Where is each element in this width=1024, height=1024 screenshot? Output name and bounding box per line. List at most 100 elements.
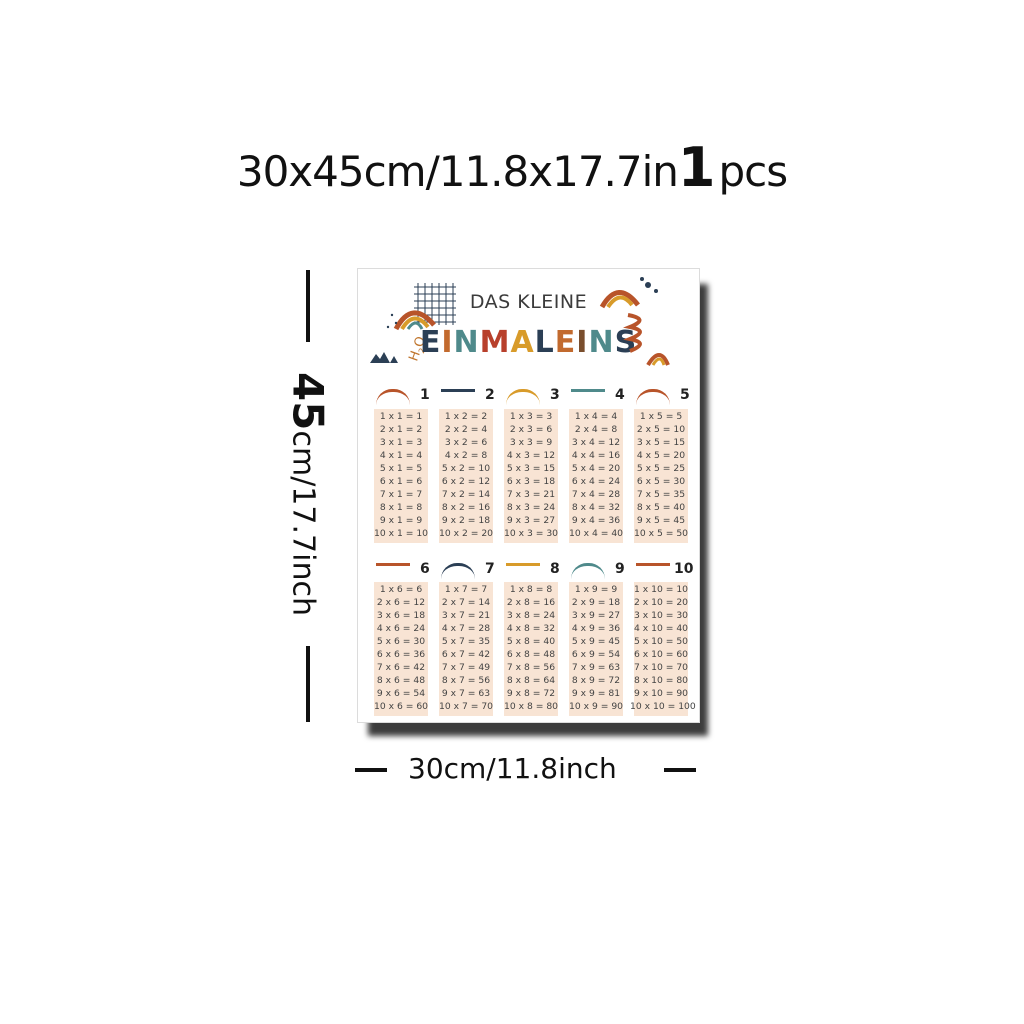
table-equation: 2 x 2 = 4 xyxy=(444,424,488,435)
table-equation: 7 x 3 = 21 xyxy=(506,489,556,500)
table-equation: 8 x 2 = 16 xyxy=(441,502,491,513)
rainbow-icon xyxy=(506,389,540,408)
table-equation: 1 x 2 = 2 xyxy=(444,411,488,422)
dots-icon xyxy=(441,563,475,582)
table-number: 2 xyxy=(485,387,495,403)
table-column-bg xyxy=(569,409,623,543)
table-equation: 4 x 10 = 40 xyxy=(633,623,689,634)
table-equation: 1 x 1 = 1 xyxy=(379,411,423,422)
triangles-icon xyxy=(376,563,410,582)
height-number: 45 xyxy=(283,372,333,431)
table-number: 4 xyxy=(615,387,625,403)
table-equation: 10 x 1 = 10 xyxy=(373,528,429,539)
height-dimension-label: 45cm/17.7inch xyxy=(284,372,333,616)
table-equation: 2 x 3 = 6 xyxy=(509,424,553,435)
table-equation: 1 x 4 = 4 xyxy=(574,411,618,422)
table-equation: 1 x 5 = 5 xyxy=(639,411,683,422)
table-equation: 1 x 10 = 10 xyxy=(633,584,689,595)
table-number: 8 xyxy=(550,561,560,577)
table-column-bg xyxy=(374,582,428,716)
table-equation: 4 x 6 = 24 xyxy=(376,623,426,634)
grid-rainbow-icon xyxy=(386,283,456,331)
table-equation: 10 x 10 = 100 xyxy=(630,701,696,712)
mountains-icon xyxy=(441,389,475,408)
lines-icon xyxy=(636,563,670,582)
table-equation: 5 x 1 = 5 xyxy=(379,463,423,474)
quantity-number: 1 xyxy=(677,136,716,199)
table-equation: 9 x 2 = 18 xyxy=(441,515,491,526)
table-equation: 3 x 6 = 18 xyxy=(376,610,426,621)
poster-title-line1: DAS KLEINE xyxy=(469,291,588,313)
table-equation: 9 x 9 = 81 xyxy=(571,688,621,699)
table-equation: 4 x 3 = 12 xyxy=(506,450,556,461)
table-equation: 10 x 9 = 90 xyxy=(568,701,624,712)
table-equation: 8 x 10 = 80 xyxy=(633,675,689,686)
table-equation: 6 x 2 = 12 xyxy=(441,476,491,487)
table-equation: 6 x 9 = 54 xyxy=(571,649,621,660)
table-equation: 10 x 7 = 70 xyxy=(438,701,494,712)
table-equation: 3 x 8 = 24 xyxy=(506,610,556,621)
table-equation: 8 x 7 = 56 xyxy=(441,675,491,686)
table-equation: 5 x 6 = 30 xyxy=(376,636,426,647)
table-equation: 2 x 7 = 14 xyxy=(441,597,491,608)
table-equation: 2 x 1 = 2 xyxy=(379,424,423,435)
table-column-bg xyxy=(439,409,493,543)
table-equation: 5 x 9 = 45 xyxy=(571,636,621,647)
table-equation: 6 x 8 = 48 xyxy=(506,649,556,660)
table-equation: 3 x 4 = 12 xyxy=(571,437,621,448)
table-equation: 1 x 3 = 3 xyxy=(509,411,553,422)
table-equation: 3 x 7 = 21 xyxy=(441,610,491,621)
table-equation: 8 x 3 = 24 xyxy=(506,502,556,513)
poster-title-line2: EINMALEINS xyxy=(358,325,699,360)
table-equation: 2 x 5 = 10 xyxy=(636,424,686,435)
width-dimension-label: 30cm/11.8inch xyxy=(408,752,617,785)
table-equation: 9 x 4 = 36 xyxy=(571,515,621,526)
table-equation: 1 x 9 = 9 xyxy=(574,584,618,595)
table-equation: 9 x 1 = 9 xyxy=(379,515,423,526)
title-letter: E xyxy=(419,325,442,360)
table-equation: 8 x 5 = 40 xyxy=(636,502,686,513)
table-equation: 1 x 8 = 8 xyxy=(509,584,553,595)
table-equation: 9 x 6 = 54 xyxy=(376,688,426,699)
height-bar-bottom xyxy=(306,646,310,722)
table-equation: 4 x 8 = 32 xyxy=(506,623,556,634)
title-letter: N xyxy=(588,325,615,360)
table-number: 7 xyxy=(485,561,495,577)
table-column-bg xyxy=(504,582,558,716)
table-column-bg xyxy=(634,582,688,716)
mountains-icon xyxy=(370,352,398,363)
table-equation: 10 x 8 = 80 xyxy=(503,701,559,712)
table-equation: 6 x 7 = 42 xyxy=(441,649,491,660)
table-equation: 6 x 10 = 60 xyxy=(633,649,689,660)
table-equation: 4 x 5 = 20 xyxy=(636,450,686,461)
title-letter: L xyxy=(534,325,555,360)
table-equation: 7 x 9 = 63 xyxy=(571,662,621,673)
table-equation: 10 x 6 = 60 xyxy=(373,701,429,712)
half-sun-icon xyxy=(376,389,410,408)
table-equation: 2 x 6 = 12 xyxy=(376,597,426,608)
table-equation: 5 x 10 = 50 xyxy=(633,636,689,647)
table-equation: 10 x 4 = 40 xyxy=(568,528,624,539)
table-number: 9 xyxy=(615,561,625,577)
height-rest: cm/17.7inch xyxy=(285,430,321,616)
table-equation: 2 x 10 = 20 xyxy=(633,597,689,608)
table-equation: 4 x 4 = 16 xyxy=(571,450,621,461)
size-text: 30x45cm/11.8x17.7in xyxy=(236,147,679,196)
table-equation: 6 x 3 = 18 xyxy=(506,476,556,487)
height-bar-top xyxy=(306,270,310,342)
product-size-heading: 30x45cm/11.8x17.7in1pcs xyxy=(0,136,1024,199)
rainbow-dots-icon xyxy=(599,277,658,309)
table-equation: 8 x 6 = 48 xyxy=(376,675,426,686)
table-equation: 4 x 9 = 36 xyxy=(571,623,621,634)
stripes-icon xyxy=(636,389,670,408)
table-equation: 5 x 7 = 35 xyxy=(441,636,491,647)
table-equation: 5 x 5 = 25 xyxy=(636,463,686,474)
table-equation: 10 x 3 = 30 xyxy=(503,528,559,539)
table-column-bg xyxy=(374,409,428,543)
table-equation: 3 x 1 = 3 xyxy=(379,437,423,448)
table-equation: 9 x 3 = 27 xyxy=(506,515,556,526)
title-letter: A xyxy=(510,325,535,360)
squiggle-icon xyxy=(623,313,670,367)
quantity-unit: pcs xyxy=(718,147,789,196)
